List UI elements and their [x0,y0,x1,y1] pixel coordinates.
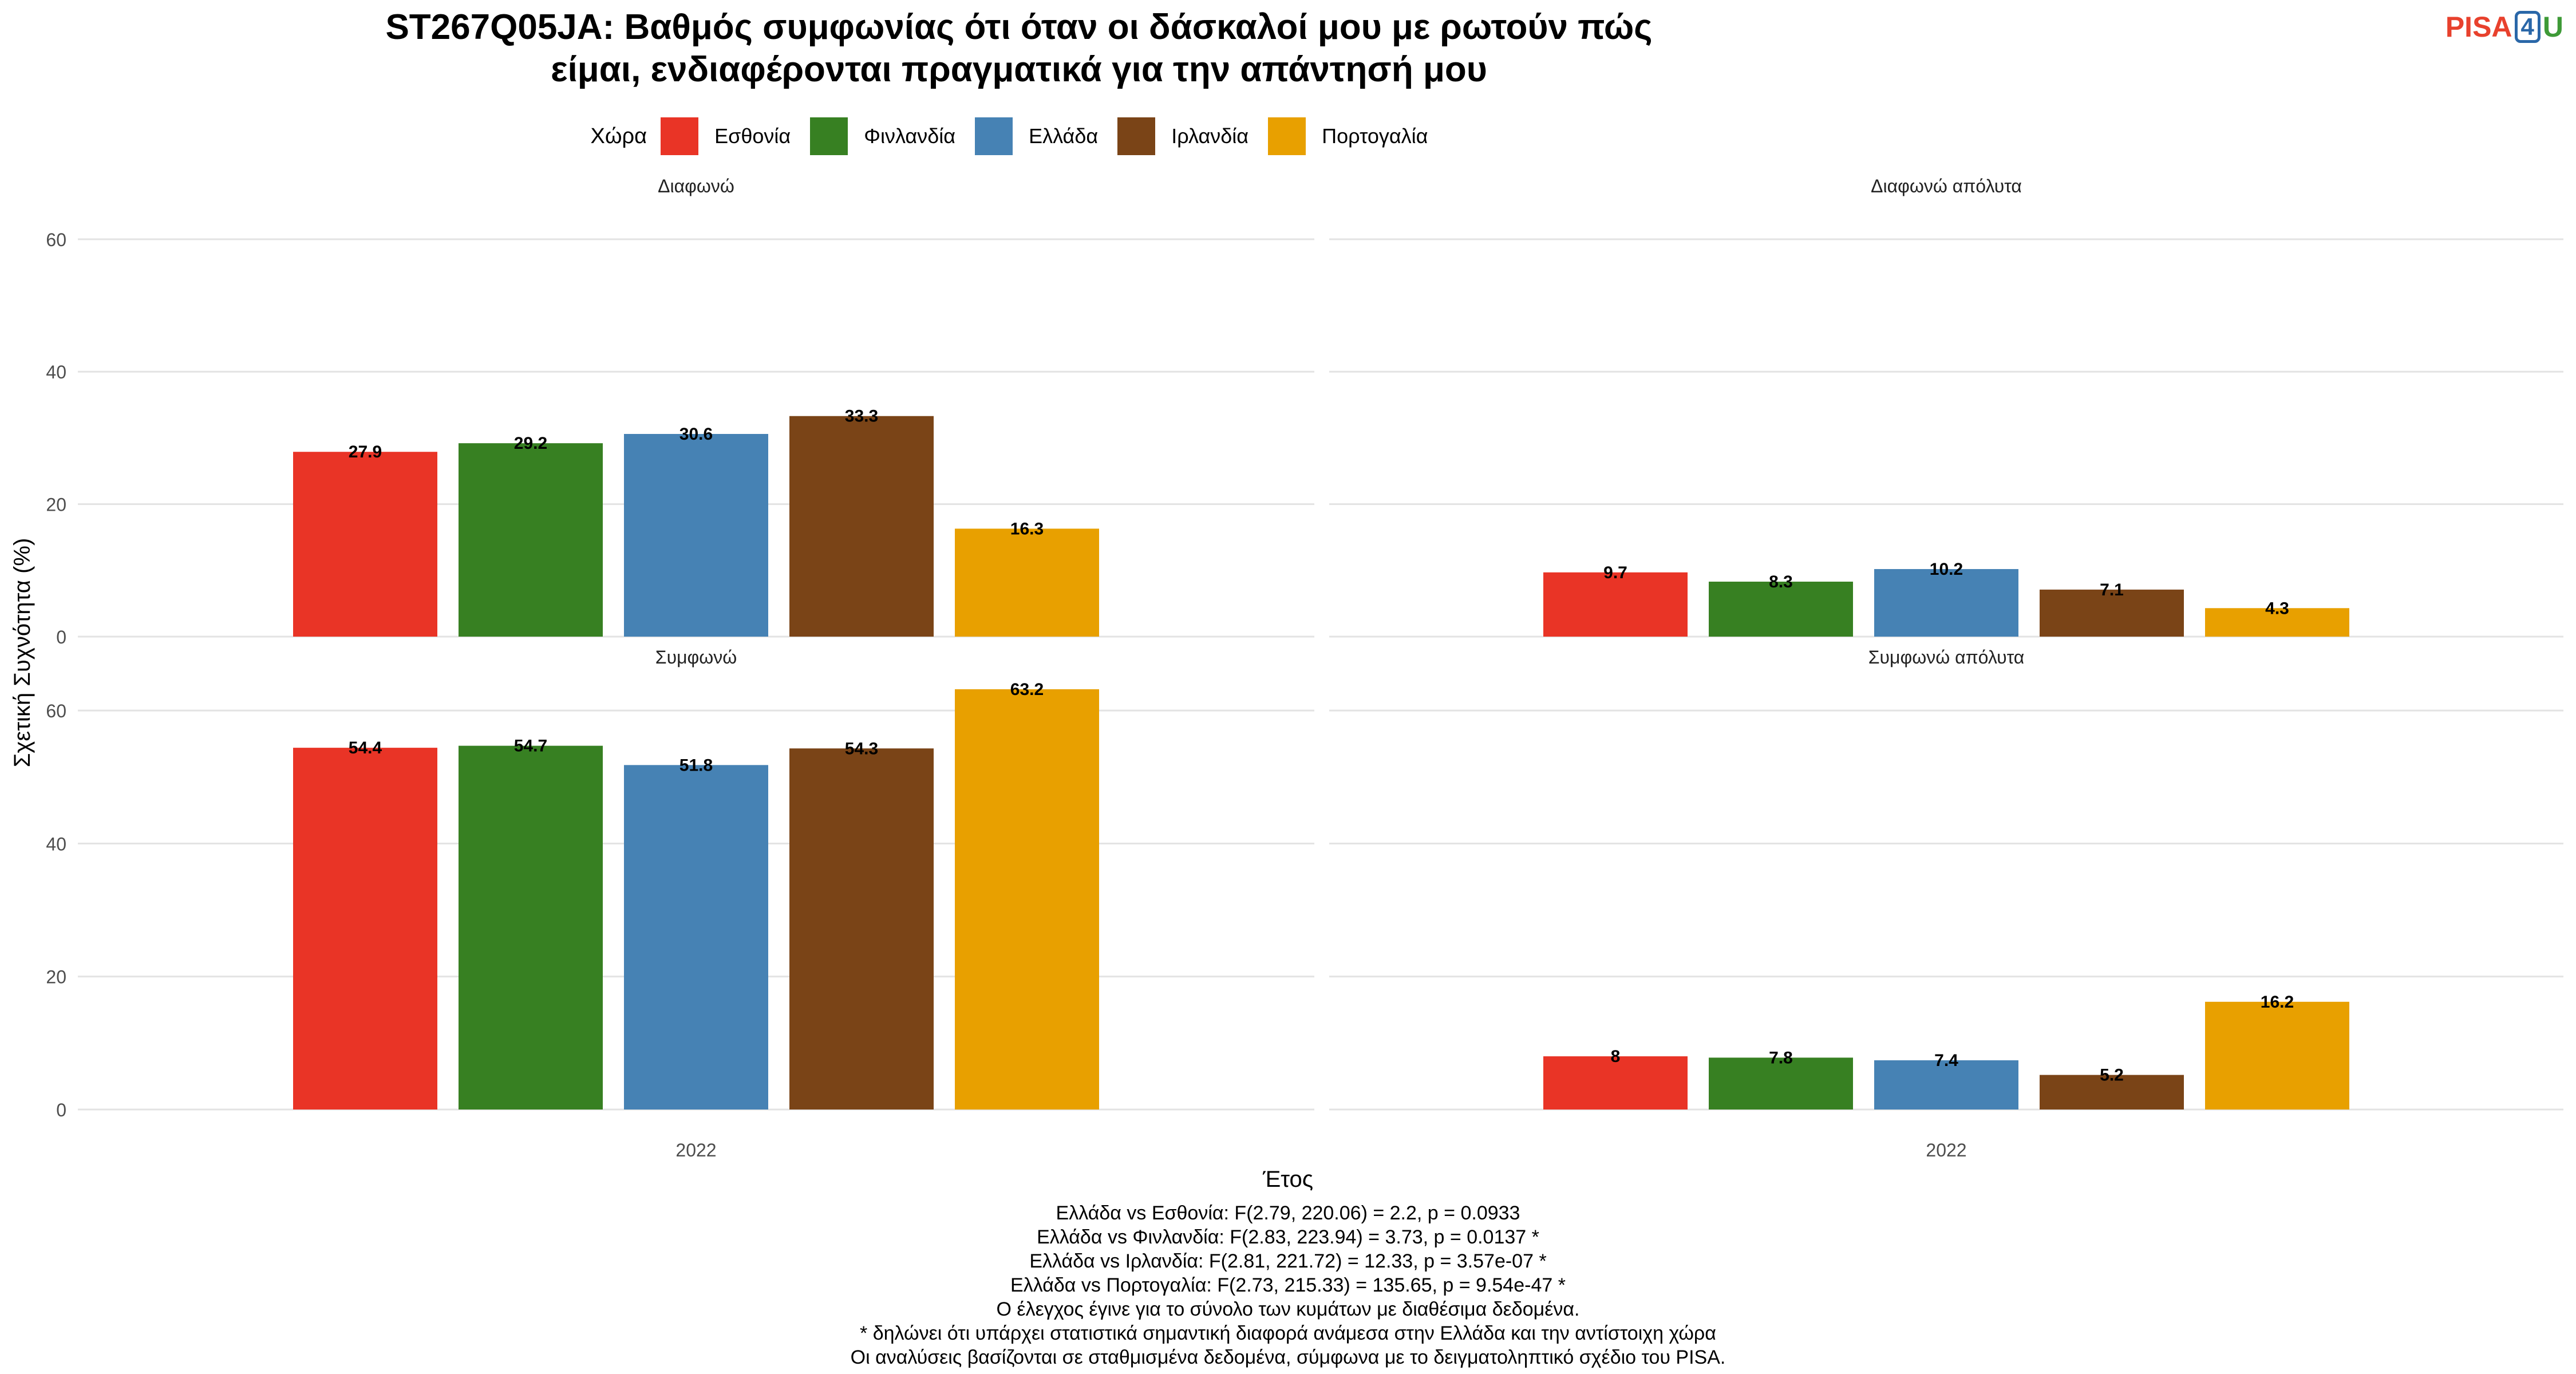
bar-συμφωνω-απολυτα-3 [2040,1075,2184,1110]
data-label-1-1: 8.3 [1769,572,1793,591]
bar-συμφωνω-απολυτα-1 [1709,1057,1853,1110]
data-label-2-0: 54.4 [349,739,382,757]
y-tick-label-1-40: 40 [46,834,66,854]
data-label-1-4: 4.3 [2265,599,2289,618]
panel-title-1: Διαφωνώ απόλυτα [1871,176,2022,196]
data-label-2-3: 54.3 [845,739,878,758]
bar-συμφωνω-απολυτα-4 [2205,1001,2349,1110]
data-label-3-2: 7.4 [1934,1051,1958,1070]
legend-item-2: Ελλάδα [975,117,1098,155]
footnote-0: Ελλάδα vs Εσθονία: F(2.79, 220.06) = 2.2… [1056,1202,1520,1224]
chart-title-line-2: είμαι, ενδιαφέρονται πραγματικά για την … [551,50,1487,89]
y-tick-label-1-20: 20 [46,967,66,988]
bar-διαφωνω-απολυτα-1 [1709,581,1853,637]
bar-συμφωνω-2 [624,765,768,1110]
bar-διαφωνω-απολυτα-4 [2205,608,2349,637]
panel-title-0: Διαφωνώ [658,176,734,196]
x-tick-label-0: 2022 [675,1140,716,1160]
y-tick-label-1-60: 60 [46,701,66,721]
data-label-2-1: 54.7 [514,737,547,756]
legend-label-3: Ιρλανδία [1171,124,1249,148]
bar-διαφωνω-2 [624,433,768,637]
footnote-3: Ελλάδα vs Πορτογαλία: F(2.73, 215.33) = … [1010,1274,1566,1296]
legend-item-4: Πορτογαλία [1268,117,1428,155]
pisa4u-logo: PISA 4 U [2445,10,2563,44]
data-label-1-2: 10.2 [1930,560,1963,579]
data-label-3-0: 8 [1611,1047,1621,1066]
footnotes: Ελλάδα vs Εσθονία: F(2.79, 220.06) = 2.2… [0,1201,2576,1369]
bar-συμφωνω-4 [955,689,1099,1110]
legend-label-4: Πορτογαλία [1322,124,1428,148]
chart-title-line-1: ST267Q05JA: Βαθμός συμφωνίας ότι όταν οι… [385,7,1653,47]
legend-label-0: Εσθονία [714,124,791,148]
y-axis-title: Σχετική Συχνότητα (%) [10,538,35,768]
y-tick-label-0-60: 60 [46,230,66,250]
y-tick-label-0-20: 20 [46,495,66,515]
logo-four-text: 4 [2514,11,2541,43]
legend-swatch-3 [1117,117,1156,155]
legend-item-3: Ιρλανδία [1117,117,1249,155]
data-label-3-1: 7.8 [1769,1048,1793,1067]
panel-title-3: Συμφωνώ απόλυτα [1868,647,2025,668]
bar-διαφωνω-απολυτα-2 [1874,568,2018,637]
bar-συμφωνω-0 [293,748,437,1110]
data-label-0-2: 30.6 [679,425,713,444]
legend-swatch-0 [661,117,699,155]
bar-διαφωνω-4 [955,528,1099,637]
bar-συμφωνω-3 [789,748,934,1110]
data-label-1-3: 7.1 [2100,581,2124,599]
data-label-0-1: 29.2 [514,434,547,453]
legend-item-1: Φινλανδία [810,117,955,155]
data-label-3-4: 16.2 [2261,993,2294,1012]
legend-item-0: Εσθονία [661,117,791,155]
data-label-2-2: 51.8 [679,756,713,775]
bar-συμφωνω-1 [459,745,603,1110]
footnote-4: Ο έλεγχος έγινε για το σύνολο των κυμάτω… [996,1298,1580,1320]
data-label-2-4: 63.2 [1010,680,1044,699]
logo-u-text: U [2542,11,2563,43]
legend-label-1: Φινλανδία [864,124,956,148]
bar-διαφωνω-3 [789,416,934,637]
bar-συμφωνω-απολυτα-2 [1874,1060,2018,1110]
footnote-6: Οι αναλύσεις βασίζονται σε σταθμισμένα δ… [850,1347,1726,1368]
y-tick-label-0-0: 0 [56,627,66,647]
bar-διαφωνω-1 [459,443,603,637]
bar-διαφωνω-0 [293,452,437,637]
x-tick-label-1: 2022 [1926,1140,1966,1160]
data-label-0-3: 33.3 [845,407,878,426]
data-label-3-3: 5.2 [2100,1066,2124,1085]
footnote-1: Ελλάδα vs Φινλανδία: F(2.83, 223.94) = 3… [1037,1226,1539,1248]
legend-swatch-2 [975,117,1013,155]
logo-pisa-text: PISA [2445,11,2512,43]
bar-διαφωνω-απολυτα-0 [1543,572,1688,637]
legend-swatch-1 [810,117,848,155]
legend-label-2: Ελλάδα [1029,124,1099,148]
bar-διαφωνω-απολυτα-3 [2040,589,2184,637]
data-label-0-0: 27.9 [349,443,382,461]
panel-title-2: Συμφωνώ [655,647,737,668]
bar-συμφωνω-απολυτα-0 [1543,1056,1688,1110]
legend-title: Χώρα [590,124,647,148]
y-tick-label-1-0: 0 [56,1100,66,1120]
x-axis-title: Έτος [1262,1167,1313,1192]
data-label-0-4: 16.3 [1010,519,1044,538]
y-tick-label-0-40: 40 [46,362,66,382]
data-label-1-0: 9.7 [1603,563,1627,582]
footnote-5: * δηλώνει ότι υπάρχει στατιστικά σημαντι… [860,1322,1716,1344]
footnote-2: Ελλάδα vs Ιρλανδία: F(2.81, 221.72) = 12… [1029,1250,1547,1272]
legend: Χώρα Εσθονία Φινλανδία Ελλάδα Ιρλανδία Πορτο… [0,117,2038,155]
legend-swatch-4 [1268,117,1306,155]
